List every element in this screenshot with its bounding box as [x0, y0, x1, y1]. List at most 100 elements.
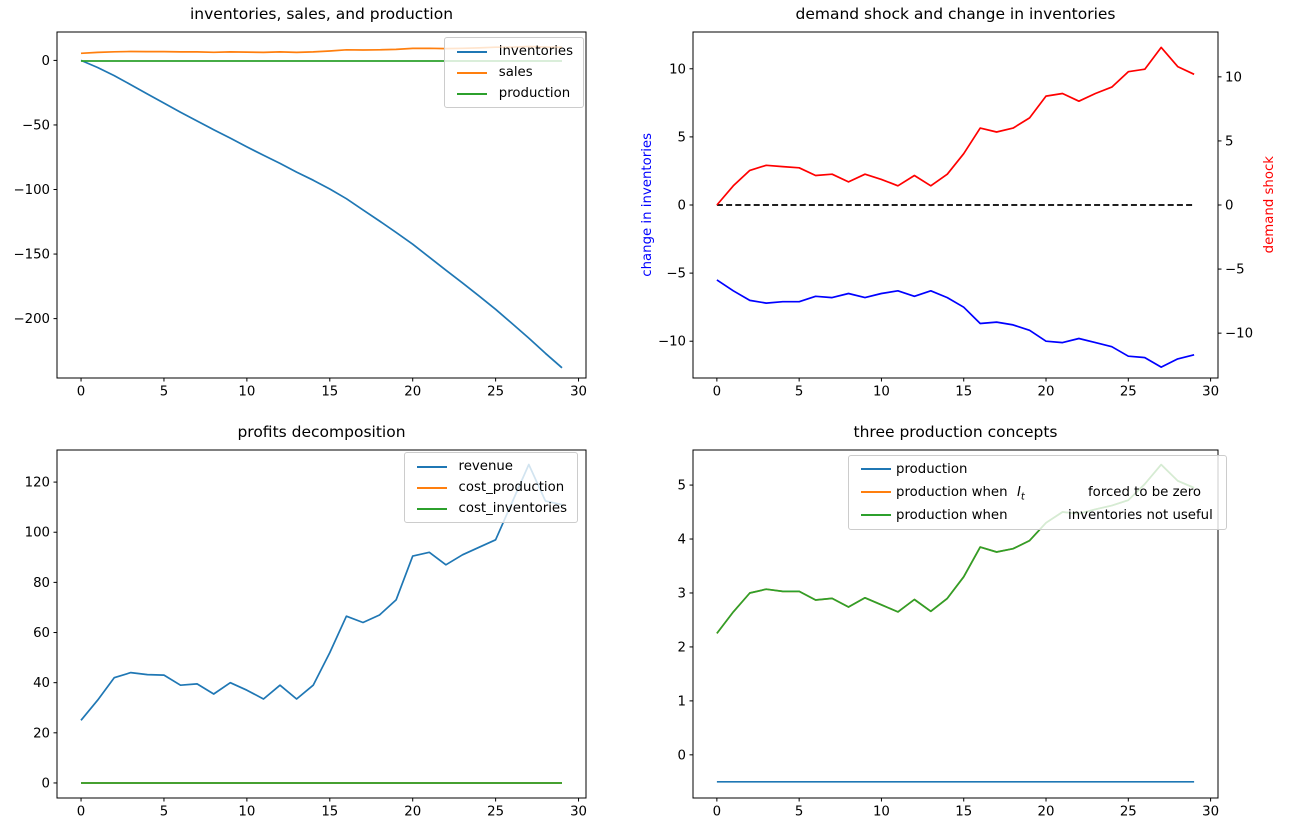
plot-area-inventories: 0 5 10 15 20 25 30 0 −50 −100 −150 −200	[13, 31, 587, 400]
svg-text:30: 30	[1202, 385, 1219, 400]
svg-text:25: 25	[487, 385, 504, 400]
svg-text:20: 20	[404, 805, 421, 820]
legend-item-production-forced-zero: production when It forced to be zero	[849, 482, 1226, 503]
svg-text:20: 20	[1038, 805, 1055, 820]
subplot-demand-shock: demand shock and change in inventories 0…	[640, 5, 1277, 400]
svg-text:60: 60	[33, 626, 50, 641]
legend-line-sample	[416, 465, 447, 468]
svg-text:20: 20	[33, 726, 50, 741]
legend: inventories sales production	[443, 37, 584, 108]
svg-text:30: 30	[1202, 805, 1219, 820]
svg-text:0: 0	[713, 385, 721, 400]
subplot-inventories-sales-production: inventories, sales, and production 0 5 10 1…	[13, 5, 587, 400]
legend-label: revenue	[458, 459, 513, 474]
legend-item-production: production	[456, 85, 573, 102]
legend-math-symbol: It	[1017, 485, 1025, 503]
legend-line-sample	[416, 507, 447, 510]
svg-text:−10: −10	[1225, 327, 1253, 342]
legend-label: cost_production	[458, 480, 565, 495]
svg-text:3: 3	[678, 586, 686, 601]
plot-area-demand-shock: 0 5 10 15 20 25 30 10 5 0 −5 −10 10 5 0 −5 −10	[658, 31, 1253, 400]
legend-item-inventories: inventories	[456, 43, 573, 60]
svg-text:25: 25	[487, 805, 504, 820]
legend-item-sales: sales	[456, 64, 573, 81]
svg-text:−150: −150	[13, 248, 50, 263]
subplot-profits-decomposition: profits decomposition 0 5 10 15 20 25 30 0 20 40 6…	[25, 423, 587, 820]
svg-text:10: 10	[873, 805, 890, 820]
svg-text:5: 5	[678, 479, 686, 494]
svg-text:0: 0	[42, 776, 50, 791]
legend-item-production-no-inventories: production when inventories not useful	[849, 505, 1226, 526]
legend-line-sample	[456, 71, 487, 74]
svg-text:10: 10	[669, 62, 686, 77]
svg-text:15: 15	[955, 385, 972, 400]
legend-label: sales	[498, 65, 533, 80]
legend-line-sample	[456, 92, 487, 95]
svg-text:0: 0	[77, 805, 85, 820]
legend-label: production	[498, 86, 571, 101]
svg-text:−5: −5	[1225, 263, 1245, 278]
legend-label: inventories	[498, 44, 573, 59]
svg-text:5: 5	[678, 130, 686, 145]
y-axis-label-left: change in inventories	[640, 133, 655, 277]
svg-text:−100: −100	[13, 183, 50, 198]
svg-text:−10: −10	[658, 335, 686, 350]
svg-text:0: 0	[678, 199, 686, 214]
svg-text:5: 5	[1225, 134, 1233, 149]
legend-line-sample	[861, 491, 891, 493]
svg-text:15: 15	[321, 805, 338, 820]
svg-text:−50: −50	[22, 118, 50, 133]
svg-text:5: 5	[160, 385, 168, 400]
legend-line-sample	[861, 514, 891, 516]
svg-text:0: 0	[678, 748, 686, 763]
svg-text:80: 80	[33, 576, 50, 591]
svg-text:5: 5	[795, 385, 803, 400]
legend-item-cost-inventories: cost_inventories	[416, 500, 567, 517]
svg-text:0: 0	[42, 54, 50, 69]
svg-text:−5: −5	[666, 267, 686, 282]
svg-text:4: 4	[678, 533, 686, 548]
legend-line-sample	[456, 50, 487, 53]
y-axis-label-right: demand shock	[1262, 156, 1277, 254]
legend-line-sample	[861, 468, 891, 470]
legend-item-cost-production: cost_production	[416, 479, 567, 496]
svg-text:25: 25	[1120, 385, 1137, 400]
chart-title: inventories, sales, and production	[189, 5, 454, 23]
legend-label: cost_inventories	[458, 501, 567, 516]
legend-label: forced to be zero	[1088, 485, 1202, 500]
svg-text:0: 0	[77, 385, 85, 400]
chart-title: profits decomposition	[237, 423, 406, 441]
svg-text:−200: −200	[13, 312, 50, 327]
svg-text:10: 10	[238, 385, 255, 400]
svg-text:20: 20	[404, 385, 421, 400]
chart-title: demand shock and change in inventories	[795, 5, 1116, 23]
legend-item-revenue: revenue	[416, 458, 567, 475]
legend-label: inventories not useful	[1068, 508, 1213, 523]
svg-text:25: 25	[1120, 805, 1137, 820]
svg-text:10: 10	[873, 385, 890, 400]
svg-text:2: 2	[678, 640, 686, 655]
svg-text:30: 30	[570, 805, 587, 820]
svg-text:15: 15	[955, 805, 972, 820]
legend-line-sample	[416, 486, 447, 489]
chart-title: three production concepts	[853, 423, 1058, 441]
legend-label: production	[896, 462, 968, 477]
legend-item-production: production	[849, 459, 1226, 480]
svg-text:0: 0	[713, 805, 721, 820]
svg-text:0: 0	[1225, 199, 1233, 214]
svg-text:20: 20	[1038, 385, 1055, 400]
legend: revenue cost_production cost_inventories	[403, 452, 578, 523]
plot-area-profits: 0 5 10 15 20 25 30 0 20 40 60 80 100 120	[25, 449, 587, 820]
legend-label: production when	[896, 508, 1008, 523]
legend-label: production when	[896, 485, 1008, 500]
svg-text:120: 120	[25, 476, 50, 491]
svg-text:100: 100	[25, 526, 50, 541]
legend: production production when It forced to …	[848, 455, 1227, 530]
svg-text:40: 40	[33, 676, 50, 691]
subplot-three-production-concepts: three production concepts 0 5 10 15 20 25 30 0 1…	[678, 423, 1227, 820]
svg-text:10: 10	[1225, 70, 1242, 85]
svg-text:5: 5	[160, 805, 168, 820]
svg-text:15: 15	[321, 385, 338, 400]
svg-text:5: 5	[795, 805, 803, 820]
